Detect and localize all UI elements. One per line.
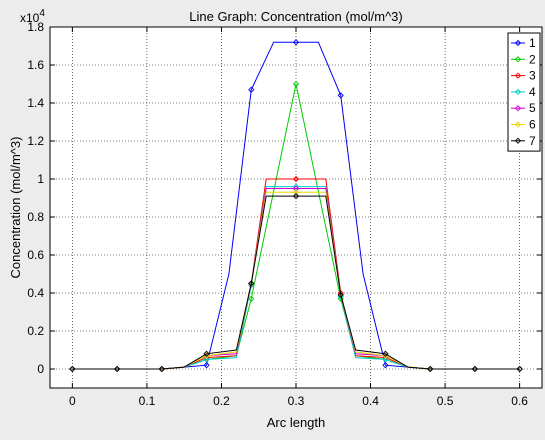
data-point-7 [203,350,210,357]
y-axis-multiplier: x104 [20,8,45,25]
x-tick-label: 0.3 [288,394,305,408]
data-point-1 [248,86,255,93]
data-point-6 [292,189,300,196]
series-line-7 [72,195,520,370]
y-tick-label: 1.8 [27,20,44,34]
y-tick-label: 0.4 [27,286,44,300]
legend-marker-2 [514,56,522,63]
x-tick-label: 0.5 [437,394,454,408]
series-layer [69,39,523,373]
legend: 1 2 3 4 5 6 7 [507,32,541,152]
y-tick-label: 1.6 [27,58,44,72]
data-point-1 [203,362,210,369]
y-tick-label: 0.2 [27,324,44,338]
x-tick-label: 0.1 [139,394,156,408]
chart-title: Line Graph: Concentration (mol/m^3) [189,9,402,24]
legend-label-4: 4 [529,85,536,99]
y-tick-label: 0.6 [27,248,44,262]
data-point-2 [292,80,300,88]
data-point-4 [292,183,300,190]
x-tick-label: 0.4 [362,394,379,408]
legend-marker-1 [514,39,522,47]
data-point-4 [203,356,210,363]
y-tick-label: 1.2 [27,134,44,148]
data-point-7 [113,365,121,373]
y-multiplier-base: x10 [20,11,40,25]
legend-marker-5 [514,105,522,112]
x-axis-label: Arc length [267,415,326,430]
data-point-7 [471,365,479,373]
data-point-7 [69,365,76,373]
data-point-7 [248,280,255,287]
y-multiplier-exponent: 4 [39,8,45,19]
legend-label-1: 1 [529,36,536,50]
data-point-1 [337,92,344,99]
data-point-4 [382,356,389,363]
legend-marker-6 [514,121,522,128]
y-tick-label: 0 [37,362,44,376]
x-tick-label: 0 [69,394,76,408]
data-point-7 [382,350,389,357]
legend-label-7: 7 [529,134,536,148]
y-axis-label: Concentration (mol/m^3) [8,137,23,279]
legend-marker-3 [514,72,522,79]
legend-marker-4 [514,88,522,96]
data-point-2 [248,295,255,302]
y-tick-label: 0.8 [27,210,44,224]
data-point-1 [292,39,300,46]
legend-label-5: 5 [529,101,536,115]
y-tick-label: 1.4 [27,96,44,110]
data-point-7 [337,291,344,299]
y-tick-label: 1 [37,172,44,186]
data-point-7 [292,192,300,200]
x-tick-label: 0.6 [511,394,528,408]
ticks: 0 0.1 0.2 0.3 0.4 0.5 0.6 0 0.2 0.4 0.6 0.8 1 1.2 1.4 1… [27,20,542,408]
legend-label-3: 3 [529,69,536,83]
data-point-1 [382,362,389,369]
data-point-5 [292,185,300,192]
data-point-7 [427,365,434,373]
data-point-3 [292,175,300,183]
x-tick-label: 0.2 [213,394,230,408]
data-point-7 [158,365,165,373]
legend-label-2: 2 [529,52,536,66]
data-point-7 [516,365,523,373]
legend-marker-7 [514,137,522,144]
legend-label-6: 6 [529,118,536,132]
